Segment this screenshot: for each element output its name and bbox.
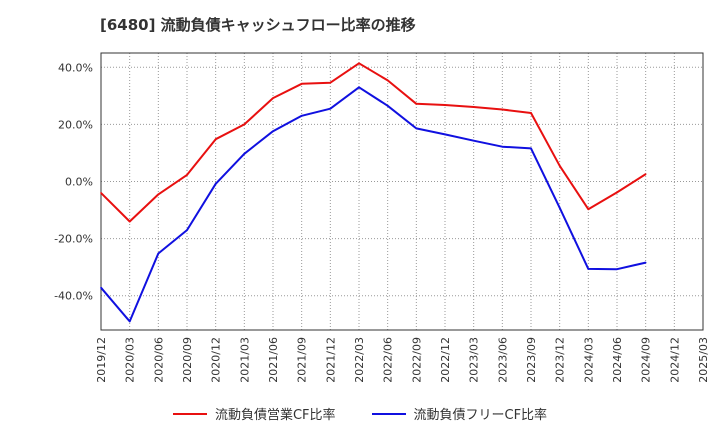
x-tick-label: 2024/09 — [640, 337, 653, 383]
grid — [100, 53, 704, 330]
data-point — [616, 268, 618, 270]
legend-label-free-cf: 流動負債フリーCF比率 — [413, 408, 548, 423]
data-point — [157, 252, 160, 255]
x-tick-label: 2020/12 — [210, 337, 223, 383]
data-point — [472, 139, 475, 142]
data-point — [644, 173, 647, 175]
x-tick-label: 2023/09 — [525, 337, 538, 383]
data-point — [358, 62, 360, 65]
legend-label-operating-cf: 流動負債営業CF比率 — [214, 408, 336, 423]
data-point — [243, 123, 246, 126]
x-tick-label: 2021/03 — [238, 337, 251, 383]
series-line-1 — [100, 86, 646, 323]
x-tick-label: 2023/03 — [468, 337, 481, 383]
series-lines — [100, 62, 647, 323]
data-point — [587, 268, 590, 270]
data-point — [472, 106, 475, 108]
data-point — [444, 104, 446, 106]
data-point — [272, 97, 274, 99]
x-tick-label: 2022/03 — [353, 337, 366, 383]
data-point — [386, 105, 389, 107]
legend: 流動負債営業CF比率 流動負債フリーCF比率 — [0, 404, 720, 423]
x-tick-label: 2020/06 — [152, 337, 165, 383]
data-point — [243, 153, 246, 155]
data-point — [100, 192, 102, 194]
x-tick-label: 2019/12 — [95, 337, 108, 383]
x-tick-label: 2023/12 — [554, 337, 567, 383]
x-tick-label: 2023/06 — [496, 337, 509, 383]
data-point — [300, 83, 303, 85]
x-tick-label: 2020/09 — [181, 337, 194, 383]
data-point — [530, 112, 532, 114]
legend-item-operating-cf: 流動負債営業CF比率 — [172, 404, 336, 423]
x-tick-label: 2025/03 — [697, 337, 710, 383]
data-point — [616, 191, 618, 194]
y-tick-label: 0.0% — [65, 176, 93, 189]
data-point — [214, 138, 217, 141]
data-point — [128, 220, 131, 223]
data-point — [100, 286, 102, 289]
x-tick-label: 2024/03 — [582, 337, 595, 383]
x-tick-label: 2024/06 — [611, 337, 624, 383]
x-tick-label: 2022/06 — [382, 337, 395, 383]
x-tick-label: 2022/09 — [410, 337, 423, 383]
data-point — [501, 145, 504, 148]
data-point — [272, 130, 274, 133]
data-point — [300, 115, 303, 117]
data-point — [558, 164, 561, 167]
data-point — [644, 261, 647, 264]
series-line-0 — [100, 62, 647, 223]
legend-item-free-cf: 流動負債フリーCF比率 — [371, 404, 548, 423]
data-point — [329, 107, 332, 110]
data-point — [530, 147, 532, 150]
data-point — [186, 174, 188, 176]
legend-swatch-free-cf — [371, 412, 406, 415]
y-tick-label: -20.0% — [54, 233, 93, 246]
data-point — [415, 103, 418, 105]
data-point — [128, 320, 131, 323]
data-point — [587, 208, 590, 211]
x-tick-label: 2024/12 — [668, 337, 681, 383]
y-tick-label: -40.0% — [54, 290, 93, 303]
data-point — [386, 79, 389, 82]
data-point — [186, 229, 188, 231]
data-point — [358, 86, 360, 89]
y-tick-label: 40.0% — [58, 61, 93, 74]
x-tick-label: 2020/03 — [124, 337, 137, 383]
data-point — [329, 81, 332, 84]
plot-frame — [100, 52, 704, 331]
data-point — [558, 206, 561, 209]
x-tick-label: 2021/06 — [267, 337, 280, 383]
data-point — [415, 127, 418, 130]
y-tick-label: 20.0% — [58, 118, 93, 131]
axes: 40.0% 20.0% 0.0% -20.0% -40.0% 2019/12 2020/03… — [54, 52, 710, 383]
x-tick-label: 2022/12 — [439, 337, 452, 383]
x-tick-label: 2021/12 — [324, 337, 337, 383]
legend-swatch-operating-cf — [172, 412, 207, 415]
data-point — [444, 133, 446, 136]
data-point — [214, 182, 217, 185]
data-point — [501, 108, 504, 111]
chart-title: [6480] 流動負債キャッシュフロー比率の推移 — [100, 16, 416, 34]
data-point — [157, 193, 160, 196]
x-tick-label: 2021/09 — [296, 337, 309, 383]
